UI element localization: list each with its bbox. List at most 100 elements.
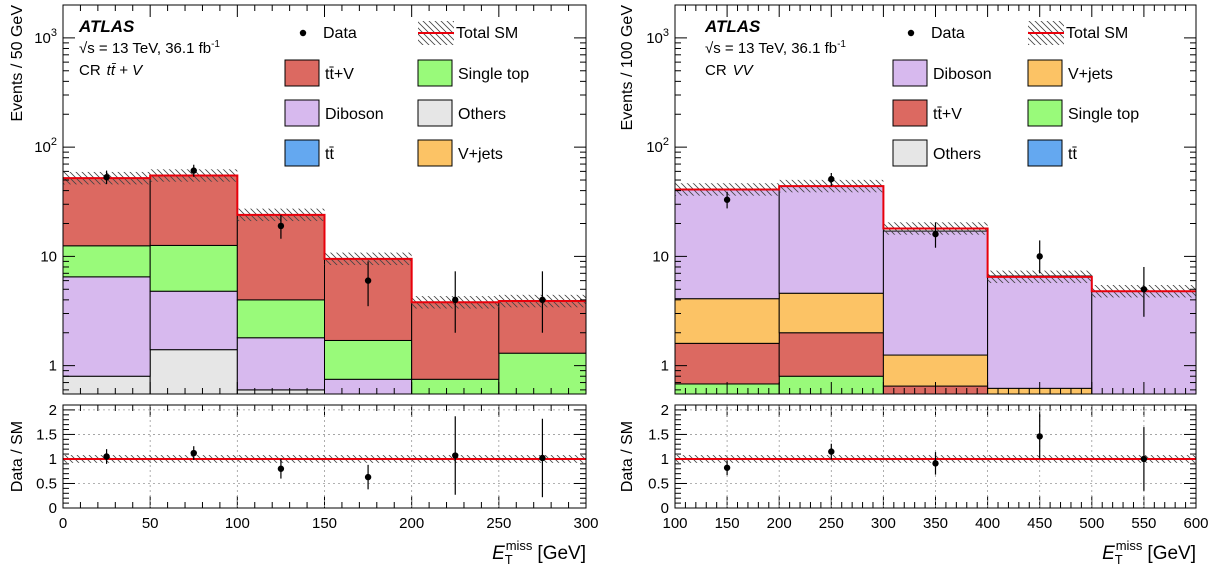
x-tick-label: 350 xyxy=(923,515,948,532)
x-axis-title: ETmiss [GeV] xyxy=(492,538,586,567)
x-axis-title-symbol: E xyxy=(1102,543,1115,564)
energy-lumi-label: √s = 13 TeV, 36.1 fb-1 xyxy=(705,39,846,57)
legend-label: tt̄+V xyxy=(325,66,354,83)
legend-total-sm-label: Total SM xyxy=(1066,25,1128,42)
x-axis-title: ETmiss [GeV] xyxy=(1102,538,1196,567)
data-point xyxy=(452,297,458,303)
ratio-tick-label: 1.5 xyxy=(36,426,57,443)
data-point xyxy=(1037,253,1043,259)
ratio-point xyxy=(1141,456,1147,462)
data-point xyxy=(278,223,284,229)
bar-tt-v-bin-1 xyxy=(150,176,237,246)
y-tick-label-base: 1 xyxy=(661,358,669,375)
data-point xyxy=(539,297,545,303)
region-prefix: CR xyxy=(705,62,727,79)
x-tick-label: 300 xyxy=(871,515,896,532)
legend-swatch-tt-v xyxy=(285,60,319,86)
bar-tt-v-bin-0 xyxy=(675,343,779,384)
region-name: tt̄ + V xyxy=(107,62,144,79)
legend-label: V+jets xyxy=(1068,66,1113,83)
ratio-axis-title: Data / SM xyxy=(9,421,26,492)
bar-single-top-bin-3 xyxy=(325,340,412,379)
x-tick-label: 100 xyxy=(225,515,250,532)
bar-v-jets-bin-2 xyxy=(883,355,987,386)
ratio-tick-label: 1 xyxy=(49,451,57,468)
ratio-tick-label: 0.5 xyxy=(648,475,669,492)
bar-others-bin-2 xyxy=(237,390,324,394)
region-name: VV xyxy=(733,62,755,79)
y-tick-label-base: 10 xyxy=(652,248,669,265)
region-prefix: CR xyxy=(79,62,101,79)
ratio-tick-label: 1.5 xyxy=(648,426,669,443)
x-tick-label: 400 xyxy=(975,515,1000,532)
x-tick-label: 600 xyxy=(1183,515,1208,532)
legend: Data Total SMDiboson V+jetstt̄+V Single top… xyxy=(893,21,1139,166)
legend-label: V+jets xyxy=(458,146,503,163)
legend-swatch-diboson xyxy=(285,100,319,126)
x-tick-label: 150 xyxy=(312,515,337,532)
region-label: CR tt̄ + V xyxy=(79,62,144,79)
legend-label: tt̄ xyxy=(325,146,334,163)
bar-diboson-bin-1 xyxy=(150,291,237,349)
legend-swatch-others xyxy=(418,100,452,126)
lumi-superscript: -1 xyxy=(837,39,846,50)
y-tick-label: 103 xyxy=(646,27,669,47)
x-tick-label: 50 xyxy=(142,515,159,532)
ratio-point xyxy=(191,450,197,456)
bar-single-top-bin-5 xyxy=(499,353,586,394)
ratio-point xyxy=(103,453,109,459)
ratio-point xyxy=(932,460,938,466)
legend-data-label: Data xyxy=(931,25,965,42)
ratio-point xyxy=(1037,433,1043,439)
y-tick-label-base: 10 xyxy=(646,139,663,156)
main-plot-area xyxy=(63,165,586,394)
y-tick-label-exponent: 3 xyxy=(51,27,57,39)
y-tick-label-exponent: 3 xyxy=(663,27,669,39)
data-point xyxy=(103,174,109,180)
legend-swatch-single-top xyxy=(1028,100,1062,126)
bar-diboson-bin-3 xyxy=(988,276,1092,388)
x-axis-title-superscript: miss xyxy=(1116,538,1143,553)
main-plot-area xyxy=(675,173,1196,394)
legend-swatch-tt-v xyxy=(893,100,927,126)
y-tick-label: 1 xyxy=(661,358,669,375)
y-tick-label-exponent: 2 xyxy=(51,136,57,148)
y-tick-label-base: 10 xyxy=(34,139,51,156)
y-tick-label: 102 xyxy=(34,136,57,156)
bar-others-bin-0 xyxy=(63,376,150,394)
bar-v-jets-bin-1 xyxy=(779,293,883,333)
x-tick-label: 250 xyxy=(819,515,844,532)
ratio-point xyxy=(365,474,371,480)
legend-label: Others xyxy=(933,146,981,163)
x-tick-label: 0 xyxy=(59,515,67,532)
bar-diboson-bin-2 xyxy=(883,231,987,355)
x-axis-title-unit: [GeV] xyxy=(537,543,586,564)
x-axis-title-subscript: T xyxy=(1115,552,1123,567)
x-axis-title-unit: [GeV] xyxy=(1147,543,1196,564)
ratio-tick-label: 0.5 xyxy=(36,475,57,492)
bar-diboson-bin-3 xyxy=(325,379,412,394)
region-label: CR VV xyxy=(705,62,755,79)
y-tick-label: 10 xyxy=(40,248,57,265)
y-tick-label: 103 xyxy=(34,27,57,47)
legend-label: Single top xyxy=(458,66,529,83)
bar-diboson-bin-0 xyxy=(63,277,150,376)
x-tick-label: 100 xyxy=(662,515,687,532)
y-tick-label-exponent: 2 xyxy=(663,136,669,148)
data-point xyxy=(191,167,197,173)
legend-data-marker xyxy=(300,30,306,36)
x-tick-label: 500 xyxy=(1079,515,1104,532)
legend-label: Single top xyxy=(1068,106,1139,123)
energy-lumi-label: √s = 13 TeV, 36.1 fb-1 xyxy=(79,39,220,57)
ratio-tick-label: 2 xyxy=(661,402,669,419)
data-point xyxy=(724,197,730,203)
y-tick-label-base: 10 xyxy=(40,248,57,265)
x-tick-label: 300 xyxy=(573,515,598,532)
legend: Data Total SMtt̄+V Single topDiboson Others… xyxy=(285,21,529,166)
bar-tt-v-bin-1 xyxy=(779,333,883,376)
bar-single-top-bin-2 xyxy=(237,300,324,338)
legend-swatch-tt- xyxy=(285,140,319,166)
